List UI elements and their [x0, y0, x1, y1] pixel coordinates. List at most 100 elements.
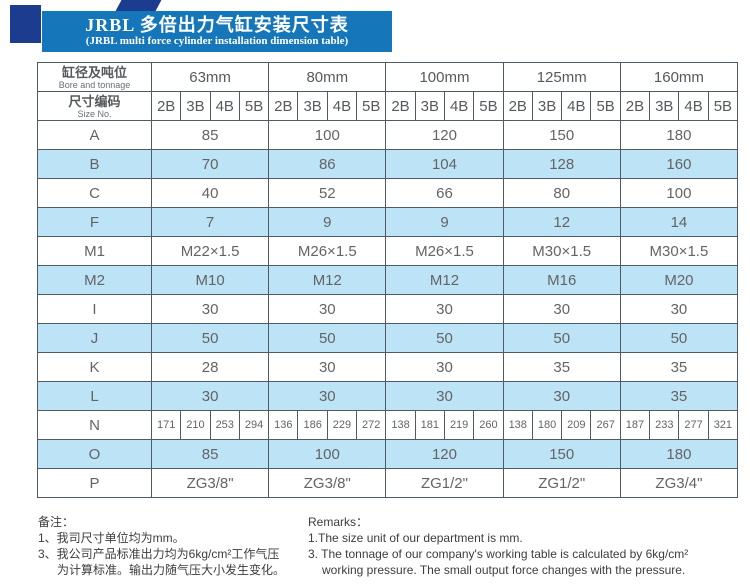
- size-code-cell: 2B: [268, 91, 299, 121]
- value-cell: 52: [268, 178, 387, 208]
- value-cell: ZG3/4": [619, 468, 739, 498]
- note-line: 3. The tonnage of our company's working …: [308, 547, 689, 561]
- value-cell: 30: [502, 294, 621, 324]
- value-cell: 138: [502, 410, 533, 440]
- value-cell: M30×1.5: [619, 236, 739, 266]
- value-cell: M26×1.5: [268, 236, 387, 266]
- value-cell: 50: [385, 323, 504, 353]
- value-cell: ZG3/8": [268, 468, 387, 498]
- notes-en: Remarks： 1.The size unit of our departme…: [308, 514, 740, 578]
- value-cell: 70: [150, 149, 270, 179]
- bore-header-cell: 80mm: [268, 62, 387, 92]
- row-label-L: L: [37, 381, 152, 411]
- value-cell: M10: [150, 265, 270, 295]
- value-cell: 28: [150, 352, 270, 382]
- value-cell: 219: [443, 410, 475, 440]
- row-label-I: I: [37, 294, 152, 324]
- value-cell: 160: [619, 149, 739, 179]
- bore-header-cell: 160mm: [619, 62, 739, 92]
- note-line: 3、我公司产品标准出力均为6kg/cm²工作气压: [38, 547, 280, 561]
- value-cell: 267: [590, 410, 621, 440]
- value-cell: 321: [707, 410, 739, 440]
- value-cell: M12: [385, 265, 504, 295]
- value-cell: 50: [268, 323, 387, 353]
- note-line: working pressure. The small output force…: [322, 563, 686, 577]
- size-no-header: 尺寸编码 Size No.: [37, 91, 152, 121]
- value-cell: ZG1/2": [385, 468, 504, 498]
- value-cell: M22×1.5: [150, 236, 270, 266]
- size-code-cell: 2B: [385, 91, 416, 121]
- value-cell: 14: [619, 207, 739, 237]
- value-cell: 30: [268, 294, 387, 324]
- value-cell: 209: [561, 410, 592, 440]
- value-cell: 120: [385, 120, 504, 150]
- value-cell: 85: [150, 439, 270, 469]
- title-banner: JRBL 多倍出力气缸安装尺寸表 (JRBL multi force cylin…: [42, 11, 392, 52]
- value-cell: 35: [502, 352, 621, 382]
- value-cell: M26×1.5: [385, 236, 504, 266]
- row-label-P: P: [37, 468, 152, 498]
- row-label-M1: M1: [37, 236, 152, 266]
- page-title-en: (JRBL multi force cylinder installation …: [85, 35, 349, 47]
- value-cell: 100: [268, 120, 387, 150]
- size-code-cell: 5B: [707, 91, 739, 121]
- value-cell: M12: [268, 265, 387, 295]
- dimension-table: 缸径及吨位 Bore and tonnage 63mm 80mm 100mm 125mm 1…: [37, 62, 739, 498]
- value-cell: 30: [268, 352, 387, 382]
- size-code-cell: 3B: [297, 91, 328, 121]
- value-cell: 128: [502, 149, 621, 179]
- value-cell: 180: [619, 439, 739, 469]
- note-line: 1、我司尺寸单位均为mm。: [38, 531, 185, 545]
- value-cell: 100: [619, 178, 739, 208]
- size-code-cell: 3B: [180, 91, 211, 121]
- page-title-zh: JRBL 多倍出力气缸安装尺寸表: [85, 15, 349, 35]
- value-cell: 30: [385, 294, 504, 324]
- value-cell: 233: [649, 410, 680, 440]
- value-cell: 229: [326, 410, 358, 440]
- value-cell: 12: [502, 207, 621, 237]
- bore-tonnage-label-en: Bore and tonnage: [58, 79, 131, 90]
- value-cell: 187: [619, 410, 651, 440]
- value-cell: 30: [619, 294, 739, 324]
- row-label-N: N: [37, 410, 152, 440]
- value-cell: 136: [268, 410, 299, 440]
- value-cell: 210: [180, 410, 211, 440]
- notes-zh: 备注： 1、我司尺寸单位均为mm。 3、我公司产品标准出力均为6kg/cm²工作气…: [38, 514, 306, 578]
- row-label-J: J: [37, 323, 152, 353]
- size-code-cell: 2B: [619, 91, 651, 121]
- notes-en-heading: Remarks：: [308, 515, 369, 529]
- row-label-A: A: [37, 120, 152, 150]
- value-cell: 150: [502, 439, 621, 469]
- row-label-M2: M2: [37, 265, 152, 295]
- value-cell: 80: [502, 178, 621, 208]
- size-no-label-en: Size No.: [77, 108, 112, 119]
- value-cell: M20: [619, 265, 739, 295]
- size-code-cell: 4B: [443, 91, 475, 121]
- value-cell: 180: [531, 410, 563, 440]
- value-cell: 30: [268, 381, 387, 411]
- value-cell: 9: [268, 207, 387, 237]
- value-cell: 50: [502, 323, 621, 353]
- row-label-F: F: [37, 207, 152, 237]
- row-label-K: K: [37, 352, 152, 382]
- value-cell: 120: [385, 439, 504, 469]
- bore-header-cell: 125mm: [502, 62, 621, 92]
- bore-tonnage-label-zh: 缸径及吨位: [61, 64, 127, 80]
- size-code-cell: 5B: [590, 91, 621, 121]
- size-code-cell: 3B: [531, 91, 563, 121]
- notes-zh-heading: 备注：: [38, 515, 75, 529]
- size-code-cell: 5B: [473, 91, 504, 121]
- value-cell: 7: [150, 207, 270, 237]
- row-label-C: C: [37, 178, 152, 208]
- size-code-cell: 5B: [356, 91, 387, 121]
- value-cell: 180: [619, 120, 739, 150]
- value-cell: 30: [150, 294, 270, 324]
- value-cell: 30: [502, 381, 621, 411]
- row-label-B: B: [37, 149, 152, 179]
- navy-accent-square: [10, 5, 41, 43]
- note-line: 为计算标准。输出力随气压大小发生变化。: [57, 563, 286, 577]
- value-cell: 260: [473, 410, 504, 440]
- value-cell: 253: [209, 410, 240, 440]
- value-cell: 30: [150, 381, 270, 411]
- size-code-cell: 4B: [678, 91, 709, 121]
